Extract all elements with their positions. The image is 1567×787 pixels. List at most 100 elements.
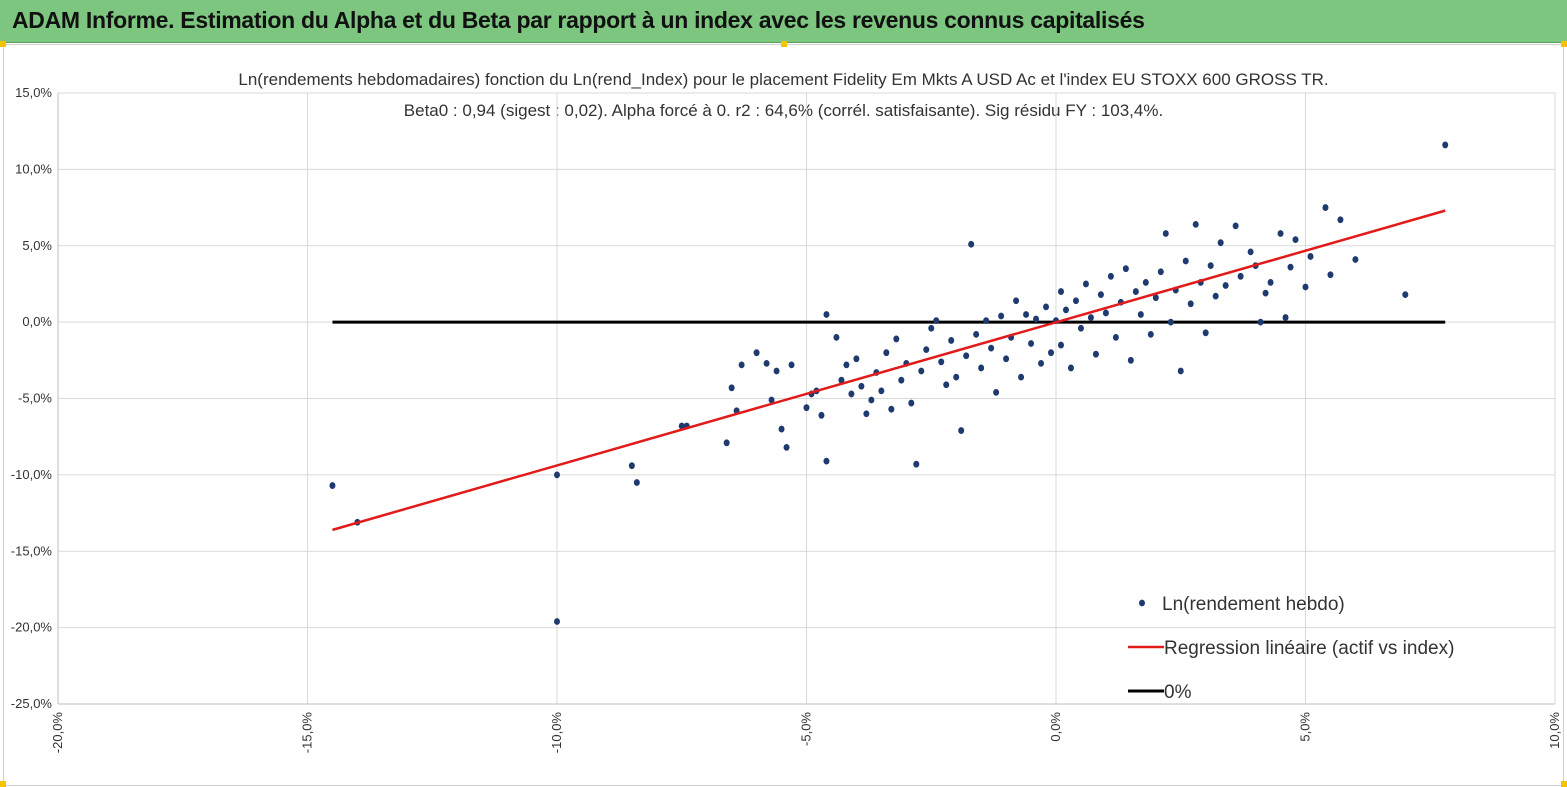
data-point	[1018, 373, 1025, 381]
data-point	[823, 457, 830, 465]
legend-label-zero: 0%	[1164, 682, 1192, 703]
data-point	[823, 311, 830, 318]
data-point	[853, 355, 860, 363]
x-tick-label: 5,0%	[1298, 712, 1313, 742]
legend: Ln(rendement hebdo) Regression linéaire (…	[1128, 594, 1454, 703]
y-tick-label: -25,0%	[11, 696, 53, 711]
y-tick-label: -10,0%	[11, 467, 53, 482]
data-point	[923, 346, 930, 354]
data-point	[868, 396, 875, 404]
y-tick-label: 5,0%	[22, 238, 52, 253]
data-point	[1062, 306, 1069, 314]
data-point	[988, 344, 995, 352]
data-point	[1257, 318, 1264, 326]
data-point	[554, 618, 560, 625]
data-point	[1147, 330, 1154, 338]
data-point	[888, 405, 895, 413]
data-point	[1077, 324, 1084, 332]
data-point	[788, 361, 795, 369]
data-point	[803, 404, 810, 412]
x-tick-label: -15,0%	[300, 712, 315, 754]
data-point	[958, 427, 965, 434]
data-point	[1003, 355, 1010, 363]
data-point	[953, 373, 960, 381]
chart-frame[interactable]	[3, 44, 1564, 786]
data-point	[913, 460, 920, 468]
data-point	[1057, 341, 1064, 349]
data-point	[878, 387, 885, 395]
data-point	[893, 335, 900, 343]
x-tick-label: 10,0%	[1547, 712, 1562, 749]
chart-subtitle: Beta0 : 0,94 (sigest : 0,02). Alpha forc…	[403, 101, 1164, 120]
data-point	[1157, 268, 1164, 276]
data-point	[843, 361, 850, 369]
data-point	[1028, 340, 1035, 347]
data-point	[943, 381, 950, 389]
regression-line	[332, 209, 1446, 532]
data-point	[1217, 239, 1224, 247]
data-point	[833, 334, 840, 341]
legend-marker-points	[1139, 599, 1145, 607]
data-point	[1107, 272, 1114, 280]
data-point	[768, 396, 775, 404]
data-point	[554, 471, 560, 479]
resize-handle-bottom-left[interactable]	[0, 781, 6, 787]
data-point	[1048, 349, 1055, 357]
resize-handle-bottom-right[interactable]	[1561, 781, 1567, 787]
legend-label-regression: Regression linéaire (actif vs index)	[1164, 638, 1454, 659]
legend-label-points: Ln(rendement hebdo)	[1162, 594, 1345, 615]
data-point	[1302, 283, 1309, 291]
data-point	[1247, 248, 1254, 256]
data-point	[1262, 289, 1269, 297]
data-point	[1097, 291, 1104, 299]
data-point	[1192, 220, 1199, 228]
data-point	[1033, 315, 1040, 323]
data-point	[818, 411, 825, 419]
data-point	[1202, 329, 1209, 337]
resize-handle-top-center[interactable]	[781, 41, 787, 47]
data-point	[783, 443, 790, 451]
data-point	[1087, 314, 1094, 321]
data-point	[938, 358, 945, 366]
data-point	[908, 399, 915, 407]
report-title: ADAM Informe. Estimation du Alpha et du …	[12, 7, 1145, 33]
data-point	[1023, 311, 1030, 318]
data-point	[1182, 257, 1189, 265]
data-point	[838, 376, 845, 384]
data-point	[1057, 288, 1064, 295]
data-point	[1132, 288, 1139, 295]
y-tick-label: -15,0%	[11, 543, 53, 558]
data-point	[1162, 230, 1169, 237]
data-point	[1292, 236, 1299, 244]
data-point	[1277, 230, 1284, 237]
data-point	[933, 317, 940, 324]
resize-handle-top-right[interactable]	[1561, 41, 1567, 47]
data-points	[329, 141, 1449, 625]
data-point	[948, 337, 955, 344]
y-tick-label: 10,0%	[15, 161, 52, 176]
data-point	[968, 240, 975, 248]
data-point	[1222, 282, 1229, 289]
data-point	[753, 349, 760, 357]
x-tick-label: -5,0%	[799, 712, 814, 746]
data-point	[778, 425, 785, 433]
data-point	[628, 462, 635, 470]
data-point	[1282, 314, 1289, 321]
y-tick-label: 0,0%	[22, 314, 52, 329]
data-point	[973, 330, 980, 338]
data-point	[633, 479, 640, 486]
y-tick-label: -5,0%	[18, 391, 52, 406]
resize-handle-top-left[interactable]	[0, 41, 6, 47]
x-tick-label: 0,0%	[1048, 712, 1063, 742]
y-tick-label: 15,0%	[15, 85, 52, 100]
data-point	[1092, 350, 1099, 358]
data-point	[1187, 300, 1194, 308]
data-point	[1402, 291, 1409, 299]
data-point	[918, 367, 925, 375]
data-point	[1287, 263, 1294, 271]
data-point	[1127, 356, 1134, 364]
data-point	[898, 376, 905, 384]
data-point	[928, 324, 935, 332]
data-point	[1212, 292, 1219, 300]
